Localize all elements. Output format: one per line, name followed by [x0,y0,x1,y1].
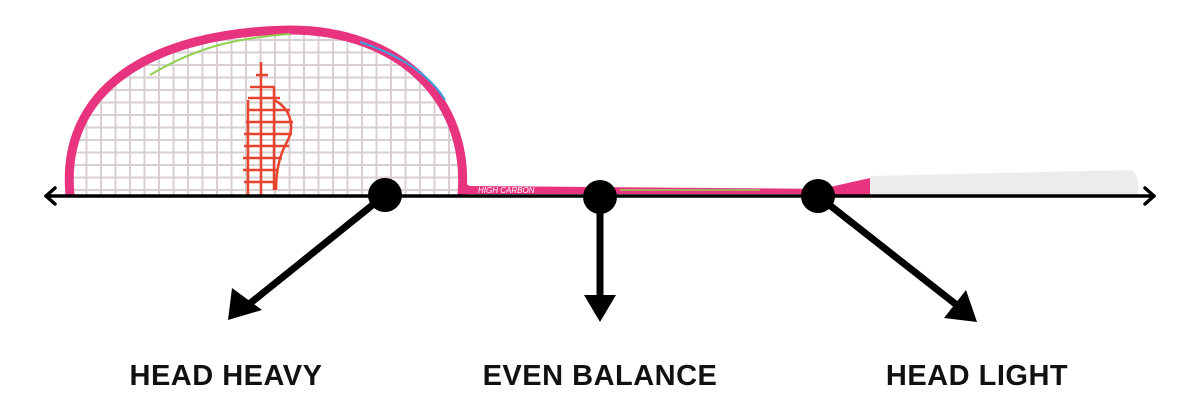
even-balance-label: EVEN BALANCE [482,360,718,392]
axis-arrow-right-icon [1143,186,1156,206]
racket-frame [64,25,468,196]
head-light-label: HEAD LIGHT [885,360,1069,392]
head-light-point [801,179,835,213]
axis-arrow-left-icon [44,186,57,206]
head-heavy-point [368,178,402,212]
racket-shaft [462,182,840,194]
racket-logo [243,62,293,195]
shaft-text: HIGH CARBON [478,186,535,195]
racket-grip [870,170,1139,195]
even-balance-point [583,180,617,214]
head-light-arrow [815,193,961,309]
head-heavy-arrow [245,192,388,308]
head-heavy-label: HEAD HEAVY [129,360,323,392]
